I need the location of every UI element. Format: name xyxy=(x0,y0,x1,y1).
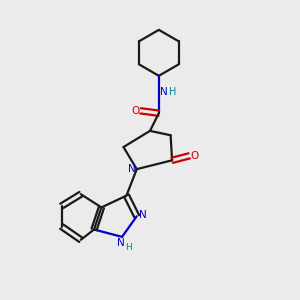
Text: N: N xyxy=(140,210,147,220)
Text: N: N xyxy=(160,87,168,97)
Text: H: H xyxy=(125,243,132,252)
Text: O: O xyxy=(190,151,199,161)
Text: H: H xyxy=(169,87,177,97)
Text: N: N xyxy=(117,238,124,248)
Text: N: N xyxy=(128,164,135,173)
Text: O: O xyxy=(131,106,140,116)
